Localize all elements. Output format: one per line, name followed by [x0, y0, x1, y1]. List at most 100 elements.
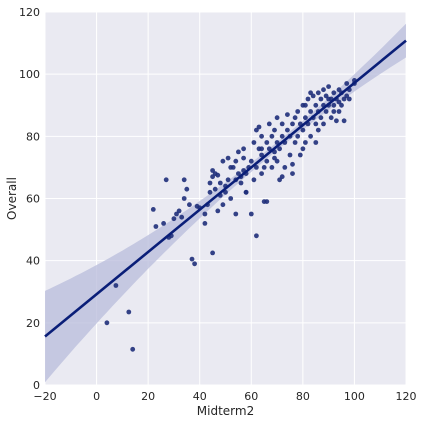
data-point	[326, 84, 331, 89]
data-point	[233, 158, 239, 164]
data-point	[202, 211, 208, 217]
data-point	[130, 346, 136, 352]
y-tick-label: 120	[19, 6, 40, 19]
data-point	[295, 109, 301, 114]
data-point	[225, 155, 231, 161]
data-point	[279, 133, 285, 139]
data-point	[189, 256, 195, 262]
data-point	[210, 250, 216, 256]
data-point	[104, 320, 110, 326]
data-point	[297, 152, 303, 158]
data-point	[292, 140, 298, 145]
data-point	[251, 177, 257, 183]
x-tick-label: 60	[244, 390, 258, 403]
data-point	[315, 90, 321, 96]
x-tick-label: 40	[193, 390, 207, 403]
data-point	[243, 189, 249, 195]
data-point	[161, 221, 167, 226]
data-point	[259, 152, 264, 158]
data-point	[303, 140, 308, 145]
y-tick-label: 0	[33, 379, 40, 392]
data-point	[331, 102, 337, 108]
x-tick-label: 0	[93, 390, 100, 403]
y-tick-label: 80	[26, 130, 40, 143]
data-point	[290, 161, 295, 167]
data-point	[217, 180, 223, 186]
data-point	[264, 158, 270, 164]
data-point	[202, 221, 208, 226]
data-point	[336, 109, 342, 114]
data-point	[274, 115, 280, 121]
y-tick-label: 60	[26, 193, 40, 206]
data-point	[321, 87, 326, 93]
data-point	[290, 121, 295, 127]
regression-line-path	[44, 39, 407, 338]
data-point	[261, 165, 267, 170]
data-point	[230, 165, 236, 170]
grid-lines	[44, 11, 407, 386]
data-point	[163, 177, 169, 183]
data-point	[341, 118, 347, 124]
data-point	[269, 133, 275, 139]
data-point	[308, 109, 313, 114]
data-point	[264, 140, 270, 145]
data-point	[225, 177, 231, 183]
data-point	[171, 216, 177, 222]
data-point	[264, 199, 270, 205]
data-point	[215, 172, 221, 178]
data-point	[176, 208, 182, 214]
data-point	[248, 211, 254, 217]
data-point	[254, 165, 259, 170]
x-tick-label: 20	[141, 390, 155, 403]
data-point	[285, 127, 290, 133]
y-axis-ticks: 0 20 40 60 80 100 120	[19, 6, 40, 392]
y-tick-label: 20	[26, 317, 40, 330]
data-point	[179, 214, 185, 220]
data-point	[290, 171, 295, 177]
data-point	[241, 155, 247, 161]
data-point	[259, 146, 264, 152]
data-point	[266, 121, 272, 127]
data-point	[248, 158, 254, 164]
data-point	[282, 165, 288, 170]
data-point	[326, 96, 331, 102]
x-axis-ticks: −20 0 20 40 60 80 100 120	[33, 390, 416, 403]
data-point	[181, 177, 187, 183]
data-point	[251, 140, 257, 145]
data-point	[254, 233, 259, 239]
data-point	[153, 224, 159, 229]
data-point	[113, 283, 119, 288]
data-point	[259, 171, 264, 177]
data-point	[313, 102, 319, 108]
x-tick-label: 80	[296, 390, 310, 403]
data-point	[328, 115, 334, 121]
data-point	[254, 127, 259, 133]
data-point	[331, 90, 337, 96]
data-point	[279, 174, 285, 180]
data-point	[313, 121, 319, 127]
data-point	[313, 140, 319, 145]
data-point	[238, 180, 244, 186]
data-point	[215, 208, 221, 214]
y-tick-label: 40	[26, 255, 40, 268]
data-point	[259, 133, 264, 139]
x-tick-label: 120	[396, 390, 417, 403]
data-point	[344, 81, 350, 86]
data-point	[220, 202, 226, 208]
data-point	[315, 127, 321, 133]
data-point	[272, 155, 277, 161]
x-tick-label: 100	[344, 390, 365, 403]
data-point	[308, 90, 313, 96]
data-point	[303, 102, 308, 108]
data-points	[104, 78, 357, 352]
data-point	[295, 133, 301, 139]
data-point	[336, 99, 342, 105]
data-point	[285, 112, 290, 117]
data-point	[318, 96, 324, 102]
data-point	[287, 152, 293, 158]
data-point	[236, 149, 241, 155]
data-point	[277, 146, 282, 152]
data-point	[279, 121, 285, 127]
data-point	[241, 146, 247, 152]
data-point	[150, 207, 156, 212]
